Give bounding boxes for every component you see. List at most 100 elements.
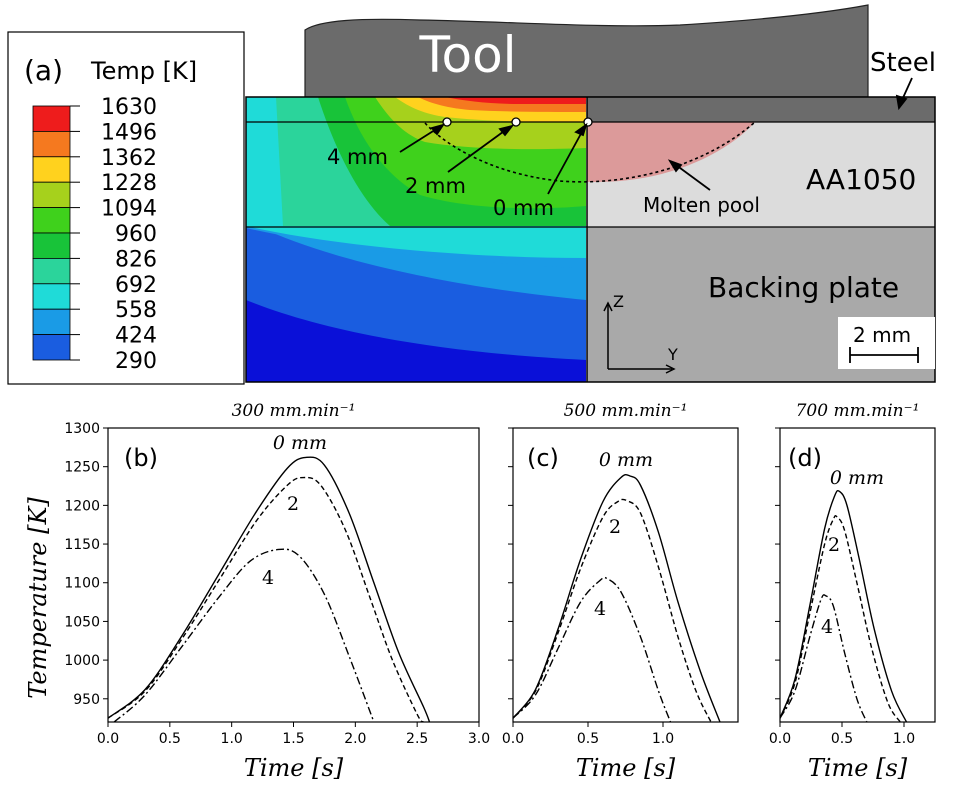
- plot-frame: [512, 427, 739, 723]
- legend-title: Temp [K]: [90, 57, 197, 85]
- series-line-dashed: [108, 476, 424, 722]
- legend-swatch: [32, 181, 71, 208]
- legend-swatch: [32, 156, 71, 183]
- panel-a: Tool: [7, 4, 936, 385]
- x-tick-label: 0.5: [577, 731, 599, 747]
- contour-band: [246, 300, 586, 382]
- panel-b: 0.0 0.5 1.0 1.5 2.0 2.5 3.0 1300 1250 1200 1150 110…: [64, 401, 490, 782]
- x-tick-label: 0.5: [159, 731, 181, 747]
- legend-swatch: [32, 105, 71, 132]
- x-axis-title: Time [s]: [576, 754, 676, 782]
- x-tick-label: 1.0: [221, 731, 243, 747]
- scale-bar-label: 2 mm: [853, 323, 911, 347]
- legend-level-label: 1228: [101, 171, 157, 196]
- series-line-solid: [780, 489, 908, 722]
- legend-swatch: [32, 283, 71, 310]
- legend-level-label: 1496: [101, 120, 157, 145]
- plot-frame: [779, 427, 936, 723]
- x-tick-label: 3.0: [468, 731, 490, 747]
- legend-swatch: [32, 308, 71, 336]
- curve-label: 0 mm: [830, 467, 884, 489]
- probe-4mm: [442, 117, 452, 127]
- curve-label: 2: [828, 534, 840, 556]
- x-axis-title: Time [s]: [808, 754, 908, 782]
- y-tick-label: 950: [73, 692, 100, 708]
- panel-label: (c): [527, 444, 559, 472]
- series-line-dashed: [780, 515, 901, 722]
- legend-level-label: 424: [115, 324, 157, 349]
- molten-pool-label: Molten pool: [643, 193, 760, 217]
- x-tick-label: 1.0: [652, 731, 674, 747]
- temperature-contour: [246, 97, 586, 382]
- x-tick-label: 1.0: [893, 731, 915, 747]
- series-line-dashed: [513, 498, 712, 722]
- y-axis-title: Temperature [K]: [24, 497, 52, 699]
- molten-pool: [587, 122, 755, 182]
- y-tick-label: 1200: [64, 498, 100, 514]
- panel-title: 700 mm.min⁻¹: [796, 401, 920, 421]
- y-tick-label: 1250: [64, 460, 100, 476]
- panel-title: 500 mm.min⁻¹: [564, 401, 688, 421]
- tool-label: Tool: [418, 26, 516, 84]
- y-tick-label: 1150: [64, 537, 100, 553]
- curve-label: 2: [287, 493, 299, 515]
- x-tick-label: 1.5: [282, 731, 304, 747]
- probe-label-2mm: 2 mm: [405, 174, 466, 198]
- legend-swatch: [32, 257, 71, 285]
- contour-band: [246, 226, 586, 258]
- curve-label: 4: [821, 616, 833, 638]
- x-tick-label: 2.5: [406, 731, 428, 747]
- legend-level-label: 1094: [101, 197, 157, 222]
- legend-swatch: [32, 207, 71, 234]
- y-tick-label: 1000: [64, 653, 100, 669]
- curve-label: 2: [609, 516, 621, 538]
- panel-d: 0.0 0.5 1.0 (d) 0 mm 2 4 700 mm.min⁻¹ Time [s]: [769, 401, 936, 782]
- probe-label-4mm: 4 mm: [327, 145, 388, 169]
- x-tick-label: 0.0: [769, 731, 791, 747]
- plot-frame: [107, 427, 480, 723]
- arrow-4mm: [399, 127, 439, 153]
- y-tick-label: 1050: [64, 614, 100, 630]
- x-tick-label: 0.5: [831, 731, 853, 747]
- series-line-dashdot: [780, 594, 868, 722]
- contour-band: [445, 97, 586, 104]
- axis-indicator: [603, 301, 676, 374]
- series-line-solid: [108, 456, 431, 722]
- series-line-dashdot: [513, 576, 672, 722]
- panel-c: 0.0 0.5 1.0 (c) 0 mm 2 4 500 mm.min⁻¹ Time [s]: [502, 401, 739, 782]
- arrow-steel: [901, 77, 913, 101]
- curve-label: 0 mm: [273, 432, 327, 454]
- legend-colorbar: [32, 105, 71, 361]
- backing-plate-label: Backing plate: [708, 271, 899, 304]
- series-line-dashdot: [113, 548, 375, 722]
- series-line-solid: [513, 473, 721, 722]
- x-axis-title: Time [s]: [244, 754, 344, 782]
- panel-label-a: (a): [24, 54, 63, 87]
- panel-label: (b): [124, 444, 158, 472]
- legend-level-label: 1362: [101, 146, 157, 171]
- legend-level-label: 558: [115, 298, 157, 323]
- curve-label: 4: [594, 598, 606, 620]
- legend-level-label: 826: [115, 247, 157, 272]
- x-tick-label: 2.0: [344, 731, 366, 747]
- legend-level-label: 960: [115, 222, 157, 247]
- panel-label: (d): [788, 444, 822, 472]
- legend-level-label: 290: [115, 349, 157, 374]
- legend-swatch: [32, 334, 71, 361]
- pool-boundary: [424, 121, 756, 183]
- aa1050-label: AA1050: [806, 163, 916, 196]
- scale-bar: [849, 347, 919, 363]
- curve-label: 0 mm: [599, 449, 653, 471]
- legend-level-label: 692: [115, 273, 157, 298]
- arrow-molten: [675, 164, 711, 191]
- legend-swatch: [32, 130, 71, 158]
- x-tick-label: 0.0: [502, 731, 524, 747]
- y-tick-label: 1100: [64, 576, 100, 592]
- legend-swatch: [32, 232, 71, 259]
- axis-y-label: Y: [667, 345, 678, 364]
- x-tick-label: 0.0: [97, 731, 119, 747]
- steel-label: Steel: [870, 48, 936, 78]
- probe-2mm: [511, 117, 521, 127]
